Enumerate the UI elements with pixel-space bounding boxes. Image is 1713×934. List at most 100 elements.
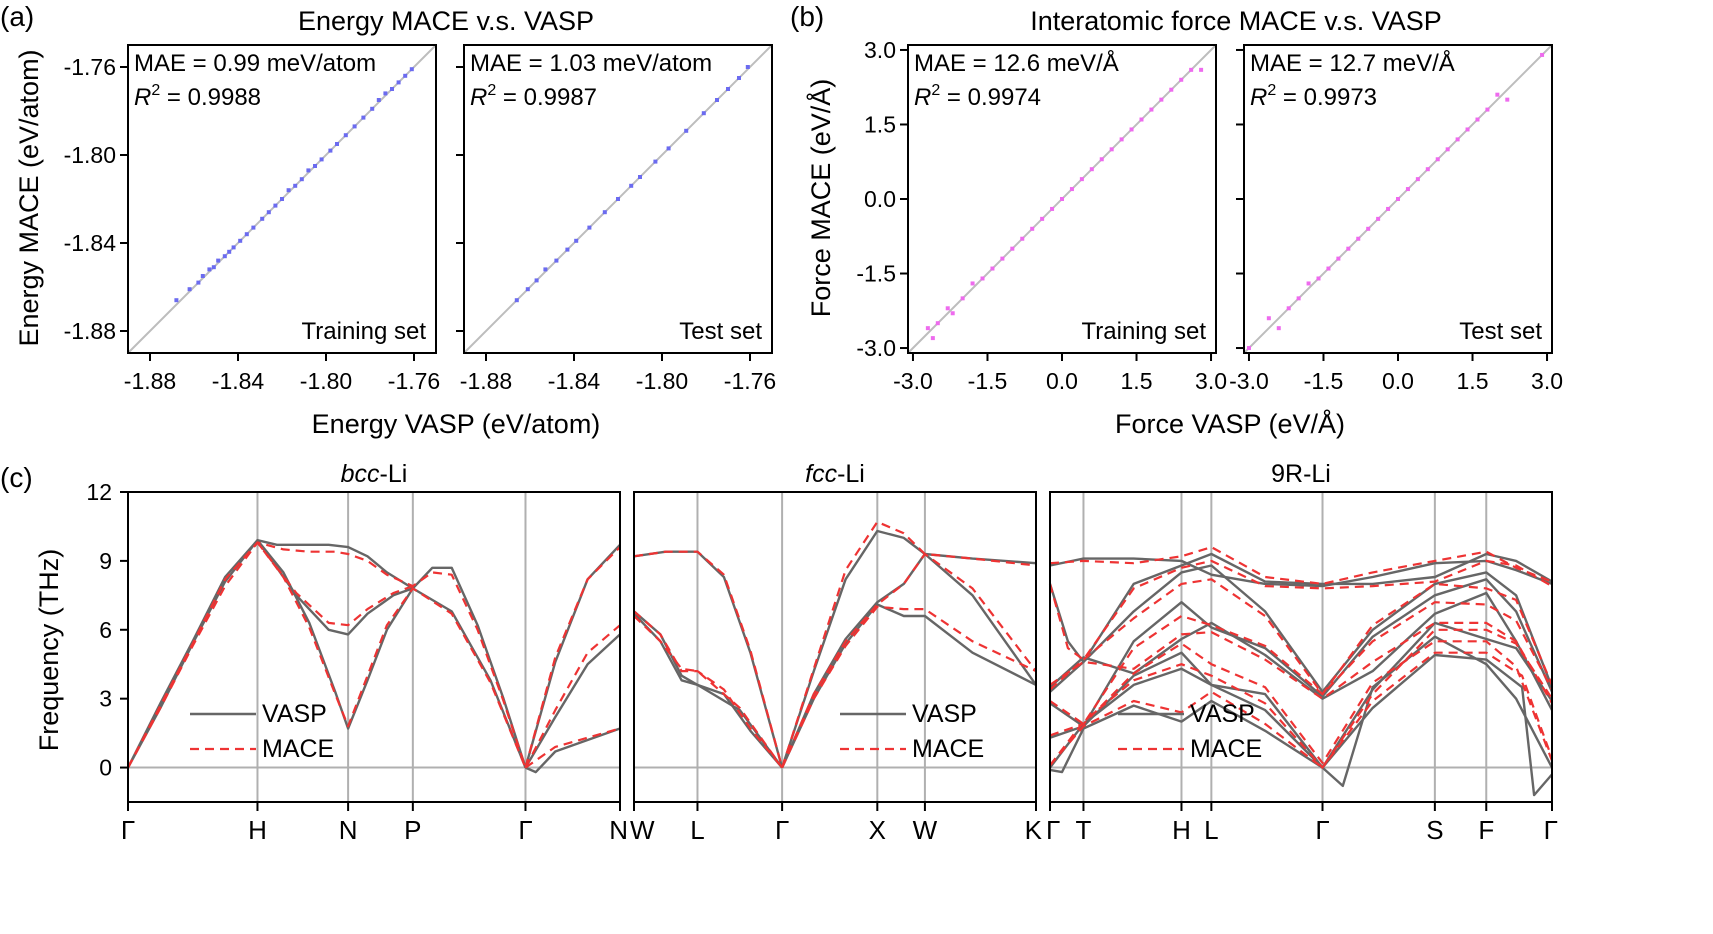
- scatter-point: [587, 225, 592, 230]
- plot-frame: [127, 44, 437, 354]
- scatter-point: [227, 249, 232, 254]
- legend-label-mace: MACE: [262, 735, 334, 763]
- x-tick-label: -1.84: [548, 368, 601, 394]
- scatter-point: [1540, 52, 1545, 57]
- phonon-branch-vasp: [1048, 552, 1553, 664]
- scatter-point: [1495, 92, 1500, 97]
- scatter-point: [1306, 281, 1311, 286]
- scatter-point: [174, 298, 179, 303]
- kpoint-label: P: [404, 815, 421, 845]
- kpoint-label: L: [690, 815, 704, 845]
- scatter-point: [1396, 197, 1400, 201]
- scatter-point: [352, 124, 357, 129]
- scatter-point: [196, 280, 201, 285]
- plot-frame: [463, 44, 773, 354]
- scatter-point: [1336, 256, 1341, 261]
- scatter-point: [1109, 147, 1114, 152]
- x-tick-label: -1.88: [124, 368, 176, 394]
- scatter-point: [1159, 97, 1164, 102]
- phonon-title: bcc-Li: [341, 460, 408, 488]
- y-tick-label: 3: [99, 686, 112, 712]
- scatter-point: [1366, 226, 1371, 231]
- phonon-branch-vasp: [256, 539, 414, 636]
- scatter-point: [970, 281, 975, 286]
- r2-annotation: R2 = 0.9973: [1250, 82, 1377, 111]
- scatter-point: [1189, 67, 1194, 72]
- scatter-point: [629, 183, 634, 188]
- scatter-point: [565, 247, 570, 252]
- phonon-branch-mace: [524, 624, 621, 769]
- legend-label-mace: MACE: [912, 735, 984, 763]
- scatter-point: [251, 225, 256, 230]
- scatter-panel: -3.0 -3.0 -1.5 -1.5 0.0 0.0 1.5 1.5 3.0 3.0 MAE = …: [856, 37, 1227, 394]
- scatter-point: [222, 254, 227, 259]
- kpoint-label: Γ: [121, 815, 135, 845]
- scatter-point: [260, 216, 265, 221]
- scatter-point: [534, 278, 539, 283]
- y-tick-label: -1.5: [856, 261, 896, 287]
- scatter-point: [638, 175, 642, 179]
- x-tick-label: -1.5: [1304, 368, 1344, 394]
- scatter-point: [1455, 137, 1460, 142]
- x-tick-label: 3.0: [1531, 368, 1563, 394]
- scatter-panel: -3.0 -1.5 0.0 1.5 3.0 MAE = 12.7 meV/Å R2 = 0.…: [1229, 44, 1563, 394]
- scatter-point: [1316, 276, 1321, 281]
- phonon-branch-mace: [256, 541, 414, 627]
- phonon-branch-mace: [1049, 640, 1554, 765]
- scatter-point: [293, 183, 298, 188]
- y-tick-label: 1.5: [864, 111, 896, 137]
- plot-frame: [1049, 491, 1553, 803]
- phonon-branch-mace: [633, 610, 783, 769]
- scatter-point: [1179, 77, 1184, 82]
- phonon-branch-vasp: [1049, 621, 1553, 774]
- legend-label-mace: MACE: [1190, 735, 1262, 763]
- scatter-point: [737, 76, 741, 80]
- scatter-point: [1010, 246, 1015, 251]
- phonon-branch-mace: [524, 727, 621, 769]
- x-tick-label: -3.0: [893, 368, 933, 394]
- panel-b-xlabel: Force VASP (eV/Å): [1115, 408, 1345, 439]
- scatter-point: [1475, 117, 1480, 122]
- kpoint-label: Γ: [1315, 815, 1329, 845]
- phonon-branch-mace: [633, 550, 784, 768]
- scatter-point: [1266, 316, 1271, 321]
- plot-frame: [633, 491, 1037, 803]
- phonon-branch-mace: [781, 605, 1037, 769]
- y-tick-label: -1.84: [64, 230, 117, 256]
- scatter-point: [1149, 107, 1154, 112]
- kpoint-label: Γ: [775, 815, 789, 845]
- scatter-point: [745, 65, 750, 69]
- scatter-point: [701, 111, 706, 116]
- scatter-point: [1485, 107, 1490, 112]
- x-tick-label: 3.0: [1195, 368, 1227, 394]
- scatter-point: [1030, 226, 1035, 231]
- kpoint-label: T: [1076, 815, 1092, 845]
- x-tick-label: 0.0: [1046, 368, 1078, 394]
- mae-annotation: MAE = 0.99 meV/atom: [134, 50, 376, 77]
- mae-annotation: MAE = 1.03 meV/atom: [470, 50, 712, 77]
- scatter-point: [1326, 266, 1331, 271]
- kpoint-label: N: [339, 815, 358, 845]
- scatter-point: [1286, 306, 1291, 311]
- x-tick-label: -1.84: [212, 368, 265, 394]
- x-tick-label: -1.76: [388, 368, 440, 394]
- scatter-point: [328, 148, 333, 153]
- charts-layer: -1.88 -1.88 -1.84 -1.84 -1.80 -1.80 -1.76 -1.76…: [64, 37, 1563, 845]
- kpoint-label: K: [1025, 815, 1043, 845]
- mae-annotation: MAE = 12.6 meV/Å: [914, 49, 1119, 77]
- scatter-point: [361, 115, 366, 120]
- y-tick-label: -3.0: [856, 335, 896, 361]
- y-tick-label: 6: [99, 617, 112, 643]
- scatter-point: [207, 267, 212, 272]
- scatter-point: [1425, 167, 1430, 172]
- scatter-point: [1020, 236, 1025, 241]
- scatter-point: [266, 210, 271, 215]
- phonon-branch-vasp: [126, 539, 527, 769]
- x-tick-label: -1.88: [460, 368, 512, 394]
- x-tick-label: -1.80: [300, 368, 352, 394]
- y-tick-label: 3.0: [864, 37, 896, 63]
- scatter-point: [1000, 256, 1005, 261]
- x-tick-label: -1.76: [724, 368, 776, 394]
- phonon-branch-vasp: [1049, 564, 1554, 693]
